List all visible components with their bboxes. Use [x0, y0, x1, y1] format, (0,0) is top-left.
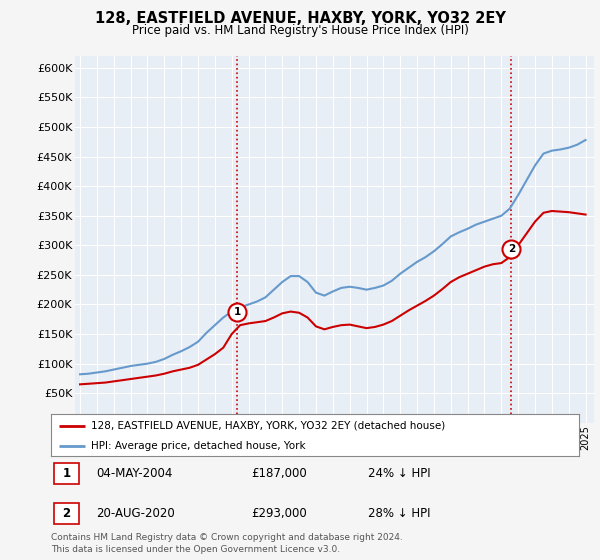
Text: 2: 2 — [508, 245, 515, 254]
Text: 128, EASTFIELD AVENUE, HAXBY, YORK, YO32 2EY: 128, EASTFIELD AVENUE, HAXBY, YORK, YO32… — [95, 11, 505, 26]
Text: 04-MAY-2004: 04-MAY-2004 — [96, 467, 172, 480]
Text: 1: 1 — [62, 467, 70, 480]
FancyBboxPatch shape — [53, 503, 79, 524]
Text: £293,000: £293,000 — [251, 507, 307, 520]
FancyBboxPatch shape — [53, 463, 79, 484]
Text: 2: 2 — [62, 507, 70, 520]
Text: Contains HM Land Registry data © Crown copyright and database right 2024.
This d: Contains HM Land Registry data © Crown c… — [51, 533, 403, 554]
Text: Price paid vs. HM Land Registry's House Price Index (HPI): Price paid vs. HM Land Registry's House … — [131, 24, 469, 36]
Text: 1: 1 — [233, 307, 241, 317]
Text: 24% ↓ HPI: 24% ↓ HPI — [368, 467, 430, 480]
Text: HPI: Average price, detached house, York: HPI: Average price, detached house, York — [91, 441, 305, 451]
Text: 20-AUG-2020: 20-AUG-2020 — [96, 507, 175, 520]
Text: £187,000: £187,000 — [251, 467, 307, 480]
Text: 28% ↓ HPI: 28% ↓ HPI — [368, 507, 430, 520]
Text: 128, EASTFIELD AVENUE, HAXBY, YORK, YO32 2EY (detached house): 128, EASTFIELD AVENUE, HAXBY, YORK, YO32… — [91, 421, 445, 431]
